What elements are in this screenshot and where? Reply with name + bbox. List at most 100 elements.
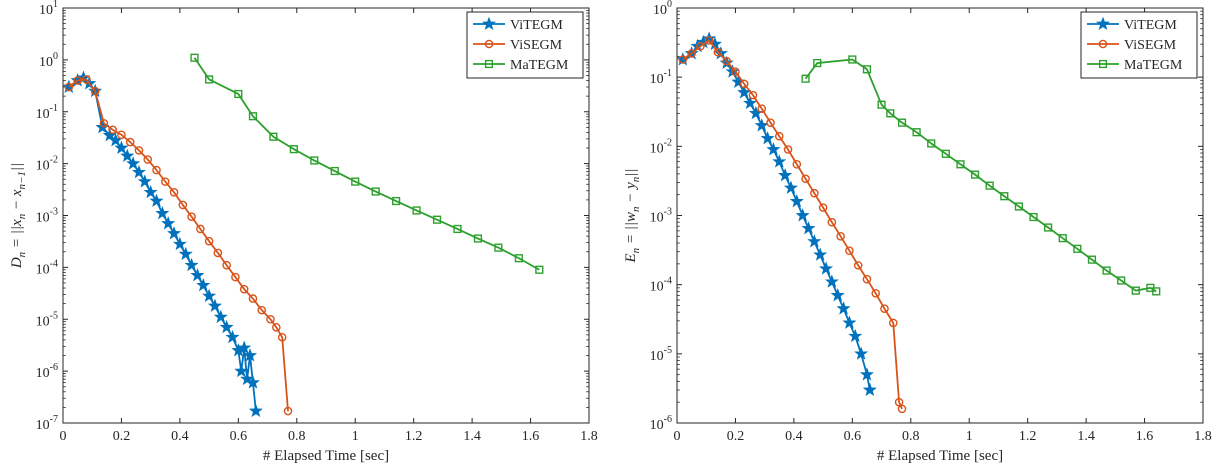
- data-point-vitegm: [196, 277, 211, 292]
- data-point-vitegm: [248, 403, 263, 418]
- y-axis-title-part: − y: [623, 182, 639, 207]
- data-point-visegm: [160, 177, 170, 186]
- y-tick-label: 10-2: [36, 155, 58, 174]
- data-point-visegm: [283, 406, 293, 416]
- data-point-mategm: [310, 156, 319, 165]
- data-point-vitegm: [149, 193, 164, 208]
- legend: ViTEGM ViSEGM MaTEGM: [1080, 11, 1198, 79]
- y-tick-base: 10: [36, 159, 50, 174]
- data-point-visegm: [99, 118, 109, 128]
- x-tick-label: 0.4: [171, 429, 189, 444]
- x-tick-label: 1.6: [1136, 429, 1154, 444]
- data-point-vitegm: [234, 363, 249, 378]
- data-point-visegm: [143, 155, 153, 164]
- data-point-vitegm: [760, 131, 775, 145]
- y-tick-base: 10: [36, 211, 50, 226]
- y-tick-exponent: -5: [664, 345, 672, 356]
- y-tick-base: 10: [650, 141, 664, 156]
- data-point-mategm: [269, 132, 278, 141]
- data-point-mategm: [956, 160, 965, 169]
- data-point-vitegm: [245, 375, 260, 389]
- y-tick-label: 10-1: [36, 103, 58, 122]
- data-point-mategm: [1044, 223, 1053, 232]
- data-point-mategm: [801, 74, 810, 83]
- y-axis-title-part: n: [630, 176, 642, 182]
- x-tick-label: 0: [60, 429, 67, 444]
- data-point-mategm: [248, 112, 258, 121]
- y-tick-exponent: 1: [53, 0, 58, 10]
- y-tick-label: 10-3: [650, 207, 672, 226]
- data-point-visegm: [117, 130, 126, 140]
- data-point-mategm: [985, 181, 994, 190]
- data-point-visegm: [248, 294, 258, 303]
- data-point-mategm: [1073, 244, 1082, 253]
- y-tick-label: 10-6: [650, 414, 672, 433]
- legend-label-mategm: MaTEGM: [1124, 58, 1183, 73]
- data-point-vitegm: [143, 184, 158, 199]
- y-tick-label: 10-5: [650, 345, 672, 364]
- x-tick-label: 0.8: [288, 429, 306, 444]
- data-point-visegm: [134, 146, 144, 155]
- y-tick-label: 10-3: [36, 207, 58, 226]
- y-axis-title-part: n: [16, 251, 28, 257]
- y-axis-title-part: n: [16, 213, 28, 219]
- y-tick-base: 10: [36, 314, 50, 329]
- legend-marker-mategm: [1098, 59, 1108, 69]
- data-point-vitegm: [743, 95, 758, 110]
- data-point-visegm: [739, 79, 749, 89]
- y-axis-title-part: E: [623, 253, 639, 263]
- x-tick-label: 1.2: [1019, 429, 1037, 444]
- y-axis-title-part: = ||x: [9, 219, 25, 252]
- y-axis-title-part: n−1: [16, 171, 28, 189]
- series-line-mategm: [804, 58, 1157, 293]
- data-point-visegm: [64, 82, 74, 92]
- data-point-vitegm: [836, 301, 851, 315]
- data-point-mategm: [1000, 192, 1009, 201]
- data-point-visegm: [108, 125, 117, 135]
- x-tick-label: 1.4: [1077, 429, 1095, 444]
- data-point-vitegm: [795, 208, 810, 222]
- y-tick-base: 10: [650, 280, 664, 295]
- y-tick-base: 10: [650, 349, 664, 364]
- data-point-mategm: [412, 206, 421, 215]
- data-point-mategm: [453, 224, 462, 234]
- data-point-visegm: [888, 318, 898, 328]
- y-tick-base: 10: [650, 211, 664, 226]
- data-point-visegm: [277, 332, 287, 342]
- data-point-visegm: [687, 49, 696, 58]
- data-point-vitegm: [240, 371, 255, 386]
- data-point-visegm: [704, 36, 714, 45]
- legend: ViTEGM ViSEGM MaTEGM: [466, 11, 584, 79]
- data-point-visegm: [696, 41, 705, 51]
- data-point-vitegm: [801, 221, 816, 235]
- y-tick-exponent: -7: [50, 414, 58, 425]
- y-tick-exponent: -4: [664, 276, 672, 287]
- data-point-mategm: [1117, 276, 1126, 285]
- data-point-vitegm: [161, 216, 176, 230]
- data-point-visegm: [222, 260, 231, 270]
- data-point-visegm: [272, 322, 281, 332]
- y-tick-base: 10: [36, 418, 50, 433]
- data-point-vitegm: [783, 180, 798, 194]
- x-tick-label: 0.6: [844, 429, 862, 444]
- data-point-visegm: [231, 272, 240, 282]
- data-point-visegm: [678, 55, 688, 64]
- y-axis-title: Dn = ||xn − xn−1||: [9, 163, 28, 269]
- data-point-mategm: [1029, 212, 1038, 222]
- data-point-vitegm: [190, 268, 205, 282]
- data-point-vitegm: [766, 142, 781, 156]
- data-point-vitegm: [202, 288, 217, 303]
- data-point-vitegm: [842, 315, 857, 329]
- data-point-vitegm: [178, 246, 193, 261]
- data-point-mategm: [813, 58, 822, 68]
- x-tick-label: 0.6: [230, 429, 248, 444]
- data-point-visegm: [774, 131, 784, 141]
- x-tick-label: 0: [674, 429, 681, 444]
- y-tick-exponent: -3: [664, 207, 672, 218]
- y-tick-label: 10-7: [36, 414, 58, 433]
- x-tick-label: 0.4: [785, 429, 803, 444]
- data-point-mategm: [1102, 266, 1111, 275]
- x-tick-label: 1.2: [405, 429, 423, 444]
- series-mategm: [190, 53, 544, 274]
- y-axis-title-part: n: [630, 206, 642, 212]
